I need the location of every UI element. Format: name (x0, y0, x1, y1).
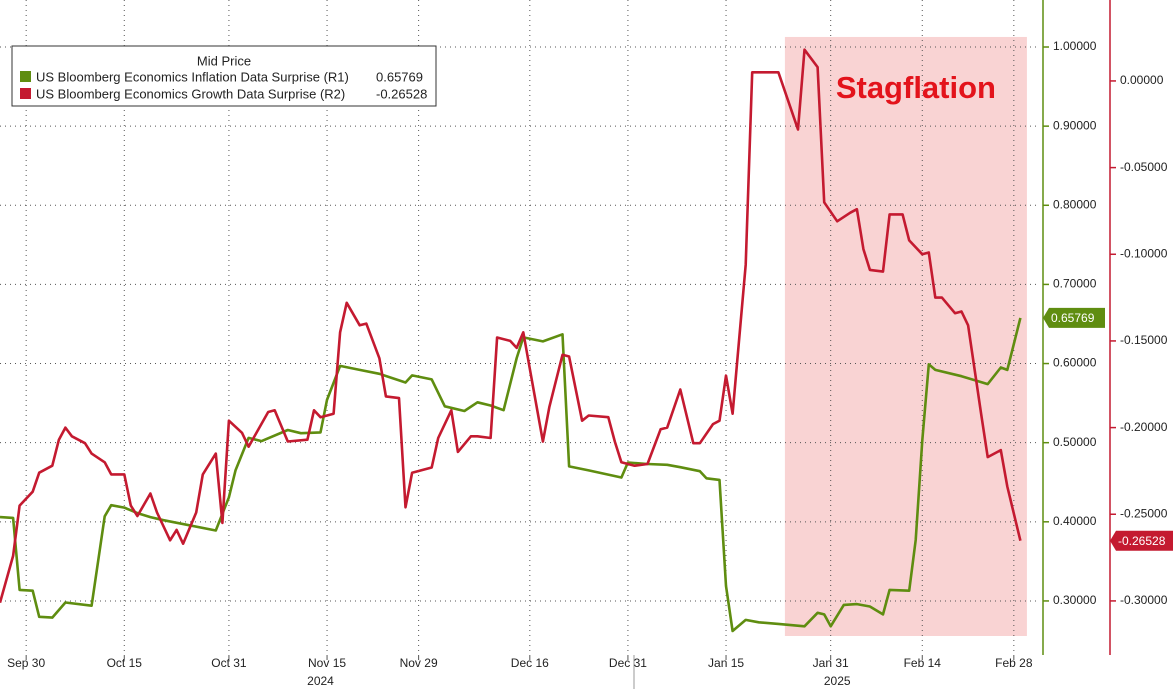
x-tick-label: Oct 31 (211, 656, 247, 670)
y-tick-label: 0.90000 (1053, 118, 1097, 132)
legend-label: US Bloomberg Economics Growth Data Surpr… (36, 86, 345, 101)
y-tick-label: 0.70000 (1053, 277, 1097, 291)
y-tick-label: 0.80000 (1053, 197, 1097, 211)
shaded-region (784, 36, 1027, 637)
y-tick-label: 0.50000 (1053, 435, 1097, 449)
y-tick-label: 0.40000 (1053, 514, 1097, 528)
legend-box (11, 45, 437, 107)
x-tick-label: Feb 28 (995, 656, 1033, 670)
y-tick-label: 0.30000 (1053, 593, 1097, 607)
legend-swatch (20, 71, 31, 82)
legend-swatch (20, 88, 31, 99)
x-tick-label: Sep 30 (7, 656, 45, 670)
shade-label: Stagflation (836, 70, 996, 105)
x-tick-label: Feb 14 (904, 656, 942, 670)
legend-title: Mid Price (197, 53, 251, 68)
x-tick-label: Nov 15 (308, 656, 346, 670)
last-value-label: -0.26528 (1118, 534, 1166, 548)
x-tick-label: Dec 16 (511, 656, 549, 670)
y2-tick-label: 0.00000 (1120, 73, 1164, 87)
series-line (0, 48, 1022, 604)
last-value-label: 0.65769 (1051, 311, 1095, 325)
year-label: 2025 (824, 674, 851, 688)
y-tick-label: 1.00000 (1053, 39, 1097, 53)
x-tick-label: Jan 31 (813, 656, 849, 670)
last-value-tag (1110, 530, 1173, 551)
x-tick-label: Oct 15 (107, 656, 143, 670)
y2-tick-label: -0.05000 (1120, 160, 1168, 174)
x-tick-label: Nov 29 (400, 656, 438, 670)
legend-value: 0.65769 (376, 69, 423, 84)
legend: Mid Price US Bloomberg Economics Inflati… (11, 45, 437, 107)
y2-tick-label: -0.25000 (1120, 506, 1168, 520)
legend-value: -0.26528 (376, 86, 427, 101)
y-tick-label: 0.60000 (1053, 356, 1097, 370)
y2-tick-label: -0.20000 (1120, 420, 1168, 434)
last-value-tag (1043, 307, 1105, 328)
legend-label: US Bloomberg Economics Inflation Data Su… (36, 69, 349, 84)
x-tick-label: Jan 15 (708, 656, 744, 670)
y2-tick-label: -0.10000 (1120, 246, 1168, 260)
y2-tick-label: -0.15000 (1120, 333, 1168, 347)
series-line (0, 317, 1022, 633)
year-label: 2024 (307, 674, 334, 688)
x-tick-label: Dec 31 (609, 656, 647, 670)
y2-tick-label: -0.30000 (1120, 593, 1168, 607)
